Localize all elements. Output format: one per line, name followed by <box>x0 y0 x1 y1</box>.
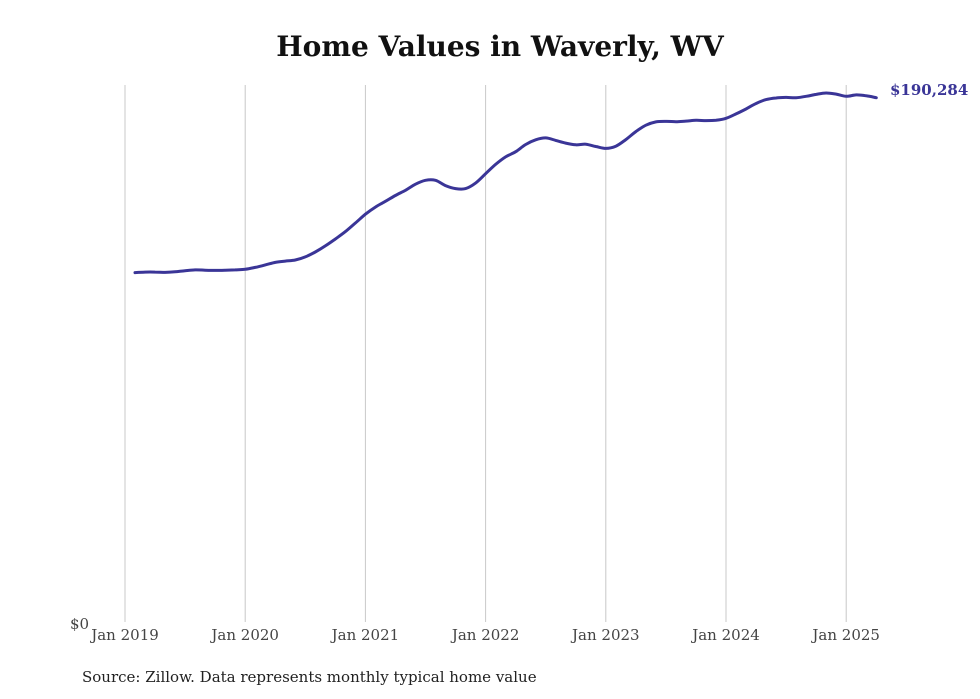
x-tick-label: Jan 2025 <box>810 626 880 644</box>
x-tick-label: Jan 2021 <box>330 626 400 644</box>
x-tick-label: Jan 2022 <box>450 626 520 644</box>
x-tick-label: Jan 2024 <box>690 626 760 644</box>
x-tick-labels: Jan 2019 Jan 2020 Jan 2021 Jan 2022 Jan 2023… <box>89 626 880 644</box>
x-tick-label: Jan 2019 <box>89 626 159 644</box>
chart-title: Home Values in Waverly, WV <box>276 30 724 63</box>
series-line <box>133 91 878 275</box>
y-tick-label: $0 <box>70 615 89 633</box>
data-series <box>133 91 878 275</box>
gridlines <box>124 85 847 622</box>
y-tick-labels: $0 <box>70 615 89 633</box>
end-value-label-group: $190,284 <box>890 81 968 99</box>
end-value-label: $190,284 <box>890 81 968 99</box>
source-note: Source: Zillow. Data represents monthly … <box>82 668 537 686</box>
x-tick-label: Jan 2020 <box>209 626 279 644</box>
x-tick-label: Jan 2023 <box>570 626 640 644</box>
